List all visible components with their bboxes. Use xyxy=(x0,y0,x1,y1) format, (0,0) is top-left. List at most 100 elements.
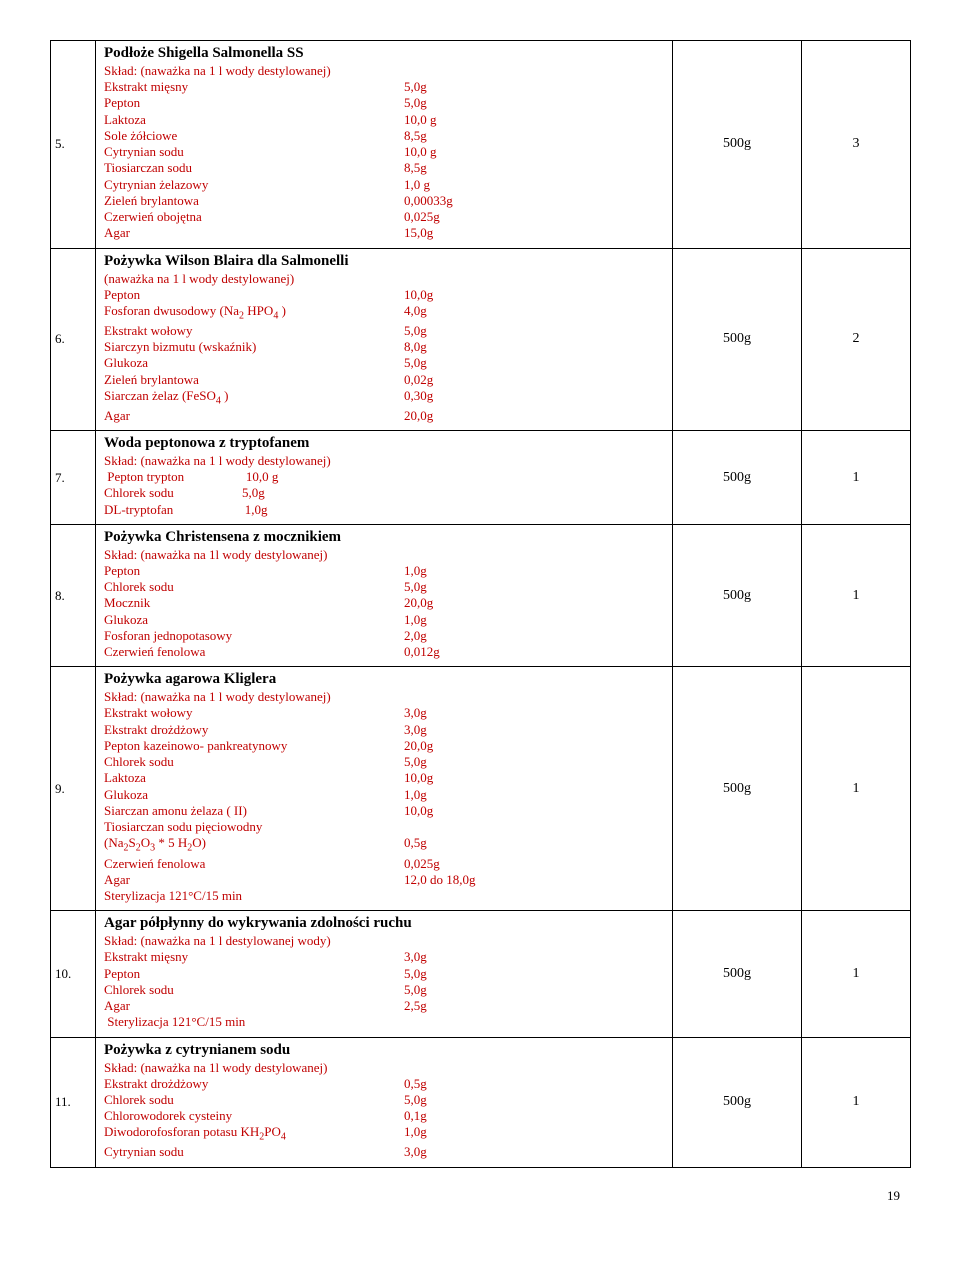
composition-label: Skład: (naważka na 1 l destylowanej wody… xyxy=(104,933,664,949)
component-value: 0,1g xyxy=(404,1108,524,1124)
component-label: Fosforan dwusodowy (Na2 HPO4 ) xyxy=(104,303,404,323)
component-label: Tiosiarczan sodu xyxy=(104,160,404,176)
row-quantity: 500g xyxy=(673,41,802,249)
component-label: Sterylizacja 121°C/15 min xyxy=(104,1014,404,1030)
table-row: 8.Pożywka Christensena z mocznikiemSkład… xyxy=(51,524,911,667)
component-label: Tiosiarczan sodu pięciowodny xyxy=(104,819,404,835)
component-line: Cytrynian sodu10,0 g xyxy=(104,144,664,160)
table-row: 10. Agar półpłynny do wykrywania zdolnośc… xyxy=(51,911,911,1037)
row-title: Podłoże Shigella Salmonella SS xyxy=(104,45,664,62)
component-label: Agar xyxy=(104,225,404,241)
row-count: 2 xyxy=(802,248,911,431)
component-line: Agar15,0g xyxy=(104,225,664,241)
component-line: Chlorowodorek cysteiny0,1g xyxy=(104,1108,664,1124)
component-line: Pepton5,0g xyxy=(104,966,664,982)
component-value: 12,0 do 18,0g xyxy=(404,872,524,888)
table-row: 9.Pożywka agarowa KligleraSkład: (naważk… xyxy=(51,667,911,911)
component-label: Ekstrakt wołowy xyxy=(104,323,404,339)
component-label: Siarczyn bizmutu (wskaźnik) xyxy=(104,339,404,355)
component-label: Chlorek sodu xyxy=(104,982,404,998)
component-value: 1,0 g xyxy=(404,177,524,193)
component-line: Agar20,0g xyxy=(104,408,664,424)
component-line: Czerwień fenolowa0,012g xyxy=(104,644,664,660)
component-value: 0,025g xyxy=(404,856,524,872)
component-label: Czerwień fenolowa xyxy=(104,856,404,872)
component-value: 1,0g xyxy=(404,563,524,579)
component-line: Ekstrakt wołowy5,0g xyxy=(104,323,664,339)
component-value: 10,0g xyxy=(404,287,524,303)
component-line: Pepton kazeinowo- pankreatynowy20,0g xyxy=(104,738,664,754)
component-label: Zieleń brylantowa xyxy=(104,193,404,209)
component-line: Fosforan dwusodowy (Na2 HPO4 )4,0g xyxy=(104,303,664,323)
component-line: Ekstrakt wołowy3,0g xyxy=(104,705,664,721)
component-label: Ekstrakt mięsny xyxy=(104,949,404,965)
row-title: Agar półpłynny do wykrywania zdolności r… xyxy=(104,915,664,932)
component-line: Ekstrakt drożdżowy3,0g xyxy=(104,722,664,738)
row-title: Pożywka agarowa Kliglera xyxy=(104,671,664,688)
row-number: 5. xyxy=(51,41,96,249)
component-label: Pepton trypton 10,0 g xyxy=(104,469,404,485)
component-label: Chlorek sodu xyxy=(104,754,404,770)
component-value: 8,5g xyxy=(404,128,524,144)
row-content: Woda peptonowa z tryptofanemSkład: (nawa… xyxy=(96,431,673,525)
component-value: 8,5g xyxy=(404,160,524,176)
component-line: Zieleń brylantowa0,00033g xyxy=(104,193,664,209)
component-value: 1,0g xyxy=(404,612,524,628)
component-line: Ekstrakt drożdżowy0,5g xyxy=(104,1076,664,1092)
composition-label: Skład: (naważka na 1 l wody destylowanej… xyxy=(104,63,664,79)
component-label: DL-tryptofan 1,0g xyxy=(104,502,404,518)
component-label: Laktoza xyxy=(104,770,404,786)
component-value: 5,0g xyxy=(404,95,524,111)
row-title: Woda peptonowa z tryptofanem xyxy=(104,435,664,452)
component-label: Ekstrakt drożdżowy xyxy=(104,722,404,738)
component-line: Agar12,0 do 18,0g xyxy=(104,872,664,888)
row-number: 10. xyxy=(51,911,96,1037)
component-value: 5,0g xyxy=(404,1092,524,1108)
component-label: Chlorek sodu xyxy=(104,579,404,595)
component-line: Ekstrakt mięsny3,0g xyxy=(104,949,664,965)
component-line: Tiosiarczan sodu pięciowodny xyxy=(104,819,664,835)
row-content: Pożywka Wilson Blaira dla Salmonelli(naw… xyxy=(96,248,673,431)
row-count: 3 xyxy=(802,41,911,249)
component-line: Ekstrakt mięsny5,0g xyxy=(104,79,664,95)
component-line: Siarczan amonu żelaza ( II)10,0g xyxy=(104,803,664,819)
component-label: Sterylizacja 121°C/15 min xyxy=(104,888,404,904)
component-value: 10,0g xyxy=(404,803,524,819)
component-line: Agar2,5g xyxy=(104,998,664,1014)
component-value: 0,025g xyxy=(404,209,524,225)
table-row: 5. Podłoże Shigella Salmonella SSSkład: (… xyxy=(51,41,911,249)
component-label: Ekstrakt wołowy xyxy=(104,705,404,721)
row-count: 1 xyxy=(802,911,911,1037)
component-line: Czerwień obojętna0,025g xyxy=(104,209,664,225)
table-row: 6.Pożywka Wilson Blaira dla Salmonelli(n… xyxy=(51,248,911,431)
component-line: Siarczyn bizmutu (wskaźnik)8,0g xyxy=(104,339,664,355)
component-value: 20,0g xyxy=(404,408,524,424)
row-count: 1 xyxy=(802,524,911,667)
component-line: Siarczan żelaz (FeSO4 )0,30g xyxy=(104,388,664,408)
component-label: Cytrynian sodu xyxy=(104,1144,404,1160)
row-quantity: 500g xyxy=(673,911,802,1037)
component-line: (Na2S2O3 * 5 H2O)0,5g xyxy=(104,835,664,855)
row-content: Pożywka agarowa KligleraSkład: (naważka … xyxy=(96,667,673,911)
component-line: Chlorek sodu5,0g xyxy=(104,754,664,770)
component-line: Glukoza1,0g xyxy=(104,787,664,803)
component-label: Czerwień fenolowa xyxy=(104,644,404,660)
row-title: Pożywka Wilson Blaira dla Salmonelli xyxy=(104,253,664,270)
row-content: Pożywka z cytrynianem soduSkład: (naważk… xyxy=(96,1037,673,1167)
row-quantity: 500g xyxy=(673,1037,802,1167)
row-number: 7. xyxy=(51,431,96,525)
component-label: Pepton kazeinowo- pankreatynowy xyxy=(104,738,404,754)
row-title: Pożywka z cytrynianem sodu xyxy=(104,1042,664,1059)
row-count: 1 xyxy=(802,431,911,525)
component-line: Glukoza1,0g xyxy=(104,612,664,628)
component-line: Chlorek sodu5,0g xyxy=(104,982,664,998)
component-label: Cytrynian żelazowy xyxy=(104,177,404,193)
component-value: 3,0g xyxy=(404,949,524,965)
component-line: Czerwień fenolowa0,025g xyxy=(104,856,664,872)
composition-label: Skład: (naważka na 1 l wody destylowanej… xyxy=(104,453,664,469)
component-value: 3,0g xyxy=(404,1144,524,1160)
component-line: Sole żółciowe8,5g xyxy=(104,128,664,144)
component-label: Sole żółciowe xyxy=(104,128,404,144)
component-line: Pepton10,0g xyxy=(104,287,664,303)
component-value: 8,0g xyxy=(404,339,524,355)
